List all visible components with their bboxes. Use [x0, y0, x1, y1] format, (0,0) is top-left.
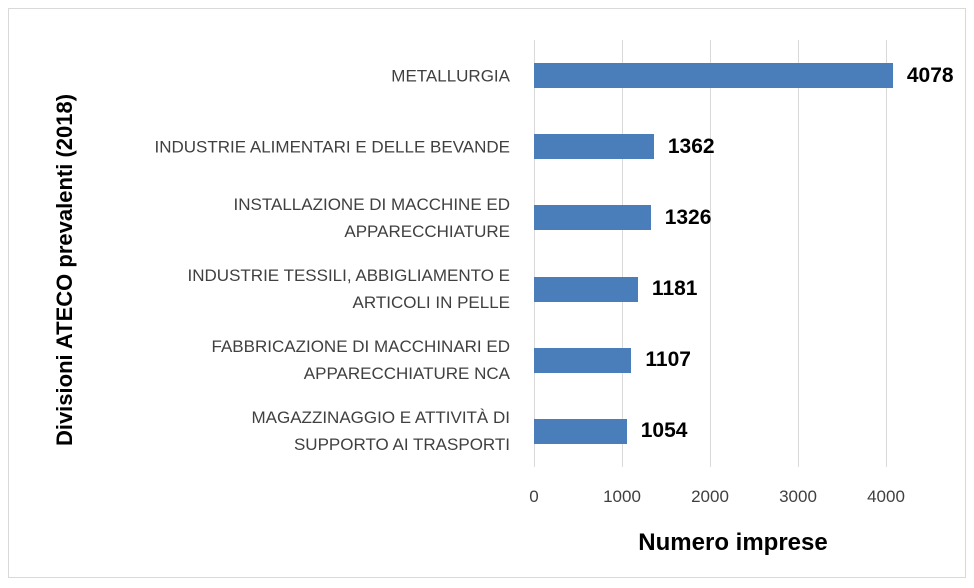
- grid-line: [798, 40, 799, 467]
- grid-line: [710, 40, 711, 467]
- value-label: 4078: [906, 63, 954, 87]
- y-tick-label: INDUSTRIE ALIMENTARI E DELLE BEVANDE: [154, 137, 510, 157]
- y-tick-label: INDUSTRIE TESSILI, ABBIGLIAMENTO E ARTIC…: [187, 266, 510, 313]
- y-tick-label: MAGAZZINAGGIO E ATTIVITÀ DI SUPPORTO AI …: [251, 408, 511, 455]
- x-tick-label: 0: [529, 487, 539, 506]
- bar: [534, 205, 651, 231]
- y-tick-label: FABBRICAZIONE DI MACCHINARI ED APPARECCH…: [211, 337, 510, 384]
- value-label: 1181: [651, 277, 698, 301]
- bar: [534, 276, 638, 302]
- y-tick-label: INSTALLAZIONE DI MACCHINE ED APPARECCHIA…: [233, 194, 510, 241]
- x-axis-title: Numero imprese: [638, 529, 828, 556]
- value-label: 1362: [667, 134, 715, 158]
- grid-line: [886, 40, 887, 467]
- bar: [534, 63, 893, 89]
- grid-line: [534, 40, 535, 467]
- bar: [534, 418, 627, 444]
- y-tick-label: METALLURGIA: [391, 66, 510, 86]
- bar: [534, 134, 654, 160]
- bar: [534, 347, 632, 373]
- value-label: 1054: [640, 419, 688, 443]
- grid-line: [622, 40, 623, 467]
- chart-frame: [8, 8, 966, 578]
- x-tick-label: 2000: [691, 487, 729, 506]
- x-tick-label: 4000: [867, 487, 905, 506]
- value-label: 1107: [645, 348, 691, 372]
- x-tick-label: 1000: [603, 487, 641, 506]
- value-label: 1326: [664, 205, 712, 229]
- x-tick-label: 3000: [779, 487, 817, 506]
